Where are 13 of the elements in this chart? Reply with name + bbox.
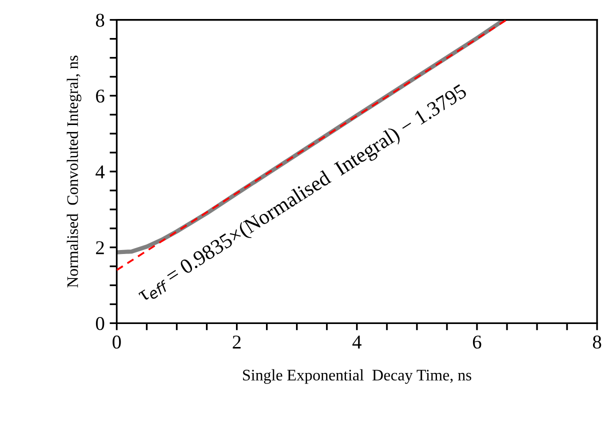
y-tick-label: 4 — [96, 165, 105, 178]
y-axis-title: Normalised Convoluted Integral, ns — [66, 56, 82, 288]
y-tick-label: 6 — [96, 90, 104, 103]
y-tick-label: 8 — [96, 14, 104, 27]
x-tick-label: 2 — [232, 336, 241, 348]
x-tick-label: 4 — [352, 336, 362, 348]
x-tick-label: 8 — [592, 336, 602, 349]
x-tick-label: 0 — [112, 336, 121, 349]
x-tick-label: 6 — [472, 336, 482, 349]
annotation: τ$_{eff}$ = 0.9835×(Normalised Integral) − 1.3795 — [136, 83, 470, 306]
x-axis-title: Single Exponential Decay Time, ns — [243, 369, 472, 384]
y-tick-label: 0 — [96, 316, 104, 330]
y-tick-label: 2 — [96, 241, 104, 254]
